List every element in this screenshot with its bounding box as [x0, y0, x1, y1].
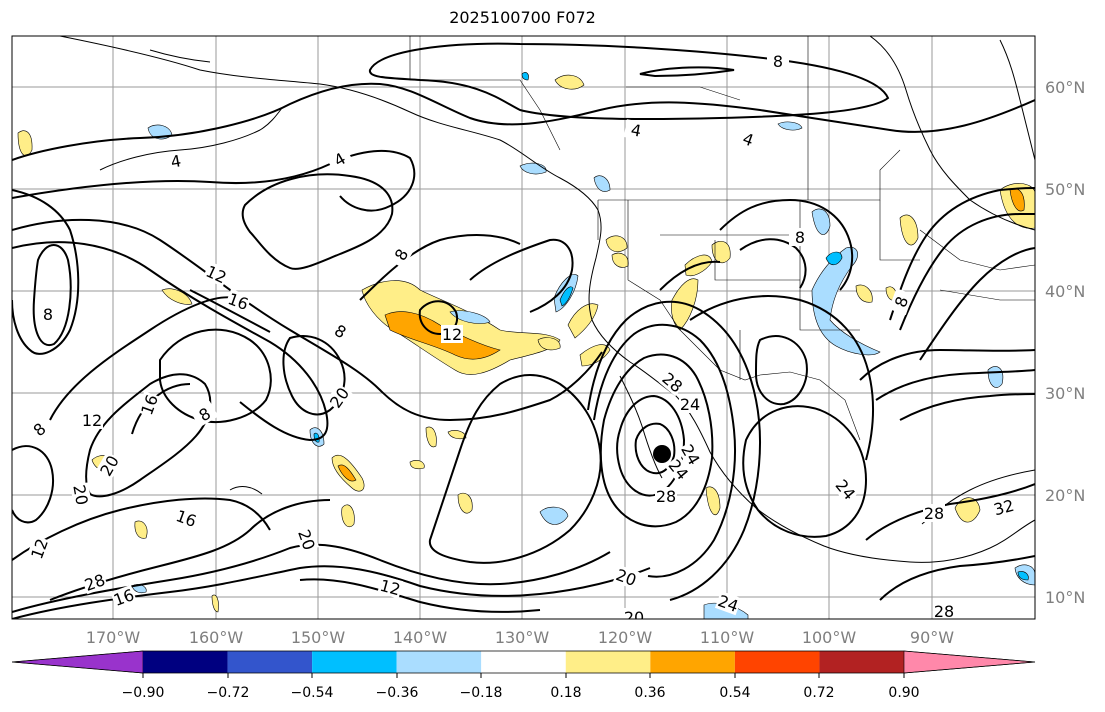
coastlines	[59, 36, 1035, 563]
contour-label: 8	[43, 305, 53, 324]
colorbar-tick-labels: −0.90 −0.72 −0.54 −0.36 −0.18 0.18 0.36 0.54 0.7…	[122, 673, 920, 701]
latitude-labels: 60°N 50°N 40°N 30°N 20°N 10°N	[1045, 78, 1085, 607]
colorbar-tick-label: 0.18	[550, 685, 581, 701]
political-borders	[409, 36, 1035, 441]
longitude-tick-label: 100°W	[802, 628, 857, 647]
colorbar-tick-label: −0.36	[376, 685, 419, 701]
contour-label: 8	[773, 52, 783, 71]
contour-lines	[12, 42, 1035, 619]
longitude-labels: 170°W 160°W 150°W 140°W 130°W 120°W 110°W 100°W…	[86, 628, 954, 647]
contour-label: 12	[82, 411, 102, 430]
colorbar-segment	[312, 651, 397, 673]
map-title: 2025100700 F072	[449, 8, 596, 27]
colorbar-min-extension	[11, 650, 144, 674]
colorbar-segment	[650, 651, 735, 673]
colorbar-tick-label: 0.36	[634, 685, 665, 701]
longitude-tick-label: 90°W	[910, 628, 954, 647]
contour-label: 4	[629, 120, 642, 140]
longitude-tick-label: 160°W	[189, 628, 244, 647]
longitude-tick-label: 130°W	[495, 628, 550, 647]
colorbar-segment	[481, 651, 566, 673]
map-frame	[11, 35, 1036, 620]
contour-label: 8	[795, 228, 805, 247]
longitude-tick-label: 120°W	[598, 628, 653, 647]
colorbar-segment	[143, 651, 228, 673]
contour-label: 24	[680, 395, 700, 414]
longitude-tick-label: 110°W	[700, 628, 755, 647]
colorbar	[11, 650, 1036, 674]
contour-label: 28	[656, 487, 676, 506]
colorbar-tick-label: 0.54	[719, 685, 750, 701]
colorbar-max-extension	[903, 650, 1036, 674]
latitude-tick-label: 30°N	[1045, 384, 1085, 403]
colorbar-tick-label: −0.90	[122, 685, 165, 701]
contour-label: 12	[378, 576, 403, 600]
latitude-tick-label: 50°N	[1045, 180, 1085, 199]
contour-label: 28	[924, 504, 944, 523]
longitude-tick-label: 170°W	[86, 628, 141, 647]
latitude-tick-label: 60°N	[1045, 78, 1085, 97]
storm-center-icon	[653, 445, 671, 463]
colorbar-tick-label: 0.72	[803, 685, 834, 701]
colorbar-tick-label: 0.90	[888, 685, 919, 701]
latitude-tick-label: 20°N	[1045, 486, 1085, 505]
colorbar-segment	[396, 651, 482, 673]
colorbar-tick-label: −0.54	[291, 685, 334, 701]
contour-label: 32	[992, 496, 1017, 520]
colorbar-segment	[734, 651, 820, 673]
latitude-tick-label: 10°N	[1045, 588, 1085, 607]
colorbar-segment	[565, 651, 651, 673]
contour-label: 4	[169, 151, 182, 171]
colorbar-segment	[819, 651, 904, 673]
contour-label: 12	[442, 325, 462, 344]
colorbar-tick-label: −0.18	[460, 685, 503, 701]
colorbar-segment	[227, 651, 313, 673]
longitude-tick-label: 140°W	[393, 628, 448, 647]
contour-label: 20	[624, 608, 644, 627]
colorbar-tick-label: −0.72	[207, 685, 250, 701]
contour-label: 28	[934, 602, 954, 621]
negative-shading	[131, 72, 1035, 619]
longitude-tick-label: 150°W	[291, 628, 346, 647]
latitude-tick-label: 40°N	[1045, 282, 1085, 301]
contour-label: 20	[69, 483, 91, 506]
